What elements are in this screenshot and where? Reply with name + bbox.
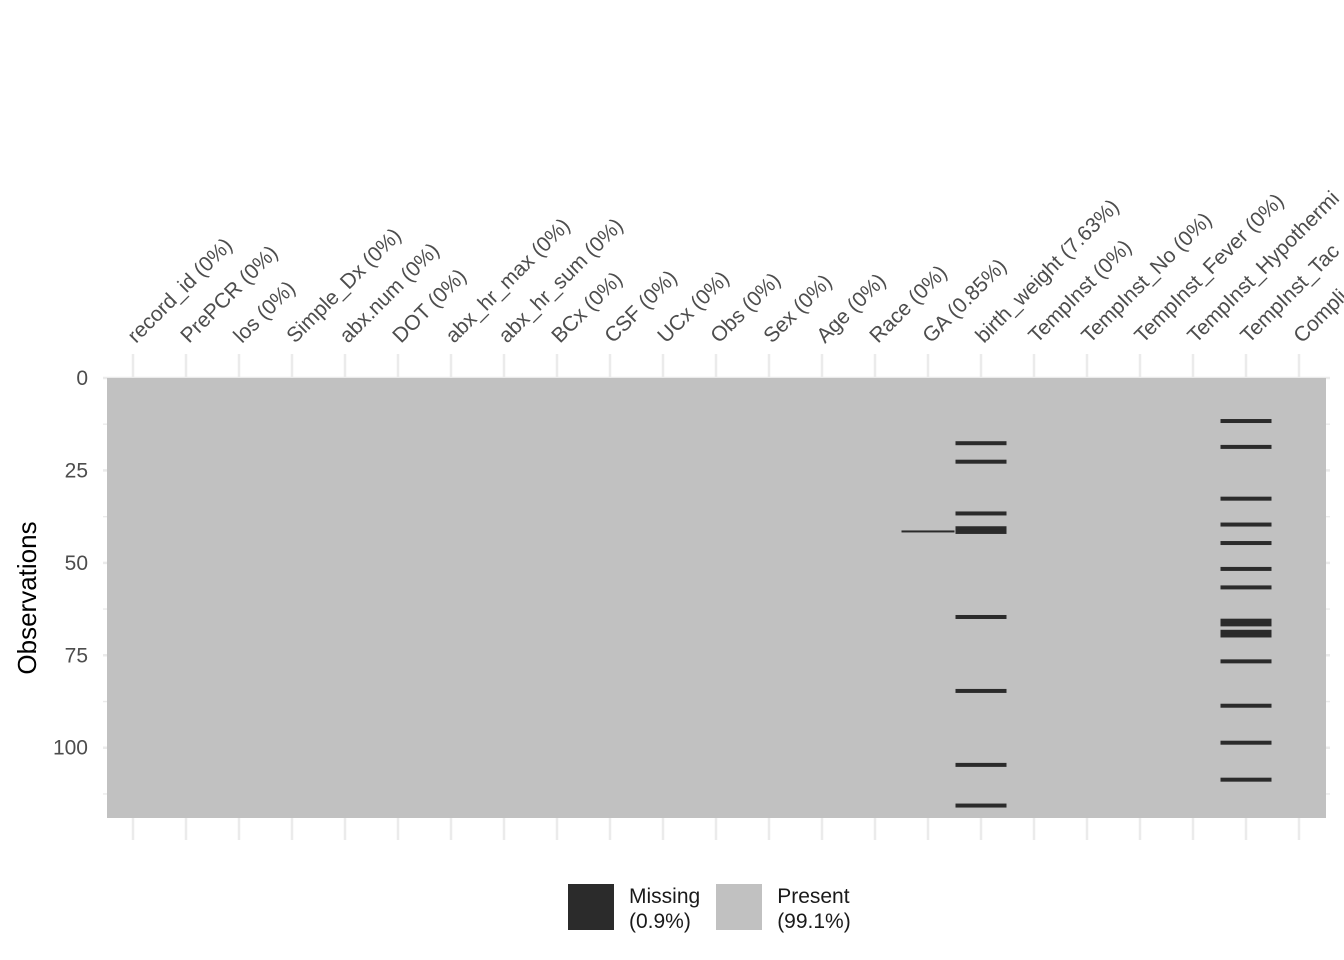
missing-cell: [1220, 659, 1272, 664]
legend-label-missing: Missing: [629, 885, 701, 908]
missing-cell: [1220, 585, 1272, 590]
legend-item-missing: Missing (0.9%): [568, 884, 700, 934]
missing-cell: [1220, 740, 1272, 745]
missing-cell: [955, 614, 1007, 619]
present-area: [107, 378, 1326, 818]
missing-cell: [955, 688, 1007, 693]
y-tick-label: 50: [65, 552, 88, 575]
legend-pct-present: (99.1%): [777, 910, 851, 933]
missing-cell: [955, 526, 1007, 531]
missing-cell: [1220, 444, 1272, 449]
missing-cell: [955, 511, 1007, 516]
y-tick-label: 100: [53, 737, 88, 760]
column-labels: record_id (0%)PrePCR (0%)los (0%)Simple_…: [123, 187, 1344, 348]
missing-cell: [955, 459, 1007, 464]
legend-swatch-missing: [568, 884, 614, 930]
y-axis-title: Observations: [12, 521, 42, 674]
missing-cell: [955, 803, 1007, 808]
missing-cell: [1220, 566, 1272, 571]
missing-cell: [1220, 618, 1272, 623]
missing-cell: [1220, 703, 1272, 708]
legend-pct-missing: (0.9%): [629, 910, 691, 933]
legend-swatch-present: [716, 884, 763, 930]
missing-cell: [1220, 633, 1272, 638]
y-tick-label: 75: [65, 644, 88, 667]
legend: Missing (0.9%) Present (99.1%): [568, 884, 867, 934]
legend-label-present: Present: [777, 885, 850, 908]
missing-cell: [1220, 522, 1272, 527]
missing-cell: [955, 441, 1007, 446]
missing-cell: [901, 530, 955, 533]
missing-cell: [1220, 419, 1272, 424]
y-axis-ticks: 0 25 50 75 100: [53, 367, 88, 760]
missing-cell: [1220, 777, 1272, 782]
y-tick-label: 25: [65, 459, 88, 482]
legend-item-present: Present (99.1%): [716, 884, 851, 934]
missing-cell: [955, 762, 1007, 767]
y-tick-label: 0: [76, 367, 88, 390]
missing-cell: [1220, 622, 1272, 627]
missing-cell: [955, 529, 1007, 534]
missing-marks: [901, 419, 1272, 808]
missing-cell: [1220, 496, 1272, 501]
missing-cell: [1220, 541, 1272, 546]
missing-cell: [1220, 629, 1272, 634]
